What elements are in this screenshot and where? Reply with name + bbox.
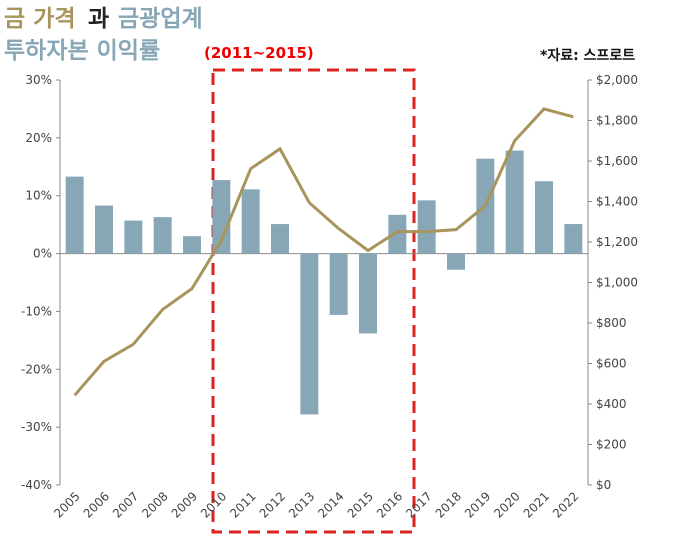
bar (153, 217, 172, 254)
x-tick-label: 2022 (550, 489, 581, 520)
bar (359, 253, 377, 334)
bar (417, 200, 436, 254)
y2-tick-label: $0 (596, 478, 611, 492)
x-tick-label: 2021 (521, 489, 552, 520)
source: *자료: 스프로트 (540, 48, 635, 64)
y2-tick-label: $2,000 (596, 73, 638, 87)
bar (241, 189, 260, 254)
x-tick-label: 2012 (257, 489, 288, 520)
x-tick-label: 2019 (462, 489, 493, 520)
x-tick-label: 2008 (139, 489, 170, 520)
bar (65, 176, 84, 254)
y2-tick-label: $1,200 (596, 235, 638, 249)
x-tick-label: 2020 (491, 489, 522, 520)
bar (212, 180, 231, 254)
bar (329, 253, 348, 315)
y-tick-label: -30% (21, 420, 52, 434)
bar (271, 224, 289, 254)
bar (505, 150, 524, 254)
title-part: 금 가격 (4, 6, 76, 32)
y2-tick-label: $1,600 (596, 154, 638, 168)
y-tick-label: -40% (21, 478, 52, 492)
bar (183, 236, 201, 254)
y2-tick-label: $1,000 (596, 276, 638, 290)
y2-tick-label: $800 (596, 316, 627, 330)
y2-tick-label: $400 (596, 397, 627, 411)
y2-tick-label: $1,400 (596, 195, 638, 209)
x-tick-label: 2005 (51, 489, 82, 520)
y-tick-label: -10% (21, 304, 52, 318)
bar (124, 220, 143, 254)
x-tick-label: 2015 (345, 489, 376, 520)
y-tick-label: -20% (21, 362, 52, 376)
bar (300, 253, 319, 415)
annotation: (2011~2015) (204, 44, 314, 62)
x-tick-label: 2017 (403, 489, 434, 520)
x-tick-label: 2018 (433, 489, 464, 520)
highlight-box (211, 68, 416, 534)
bar (447, 253, 465, 270)
x-tick-label: 2011 (227, 489, 258, 520)
y-tick-label: 0% (33, 247, 52, 261)
y2-tick-label: $1,800 (596, 114, 638, 128)
bar (95, 205, 113, 254)
bar (564, 224, 583, 254)
title-part: 과 (88, 6, 109, 32)
x-tick-label: 2016 (374, 489, 405, 520)
x-tick-label: 2009 (169, 489, 200, 520)
x-tick-label: 2006 (81, 489, 112, 520)
gold-line (73, 107, 574, 397)
x-tick-label: 2013 (286, 489, 317, 520)
bar (535, 181, 553, 254)
y2-tick-label: $600 (596, 357, 627, 371)
x-tick-label: 2014 (315, 489, 346, 520)
x-tick-label: 2007 (110, 489, 141, 520)
y-tick-label: 30% (25, 73, 52, 87)
y-tick-label: 10% (25, 189, 52, 203)
y2-tick-label: $200 (596, 438, 627, 452)
bar (388, 214, 407, 254)
y-tick-label: 20% (25, 131, 52, 145)
title-part: 금광업계 (118, 6, 203, 32)
title-part: 투하자본 이익률 (4, 38, 160, 64)
